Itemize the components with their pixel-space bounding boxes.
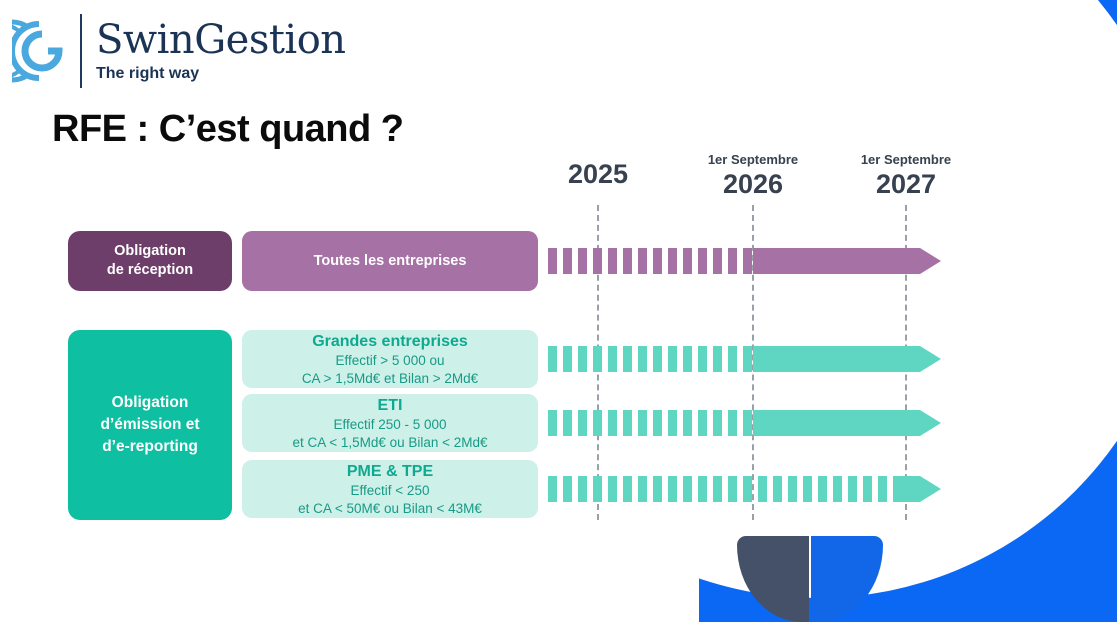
milestone-2025-year: 2025 <box>567 159 629 189</box>
bar-solid-segment <box>753 410 920 436</box>
milestone-2026: 1er Septembre 2026 <box>683 152 823 200</box>
milestone-2027-year: 2027 <box>875 169 937 199</box>
segment-eti-detail-1: Effectif 250 - 5 000 <box>333 416 447 432</box>
segment-grandes-entreprises-detail-2: CA > 1,5Md€ et Bilan > 2Md€ <box>301 370 479 386</box>
milestone-2027: 1er Septembre 2027 <box>836 152 976 200</box>
milestone-2026-year: 2026 <box>722 169 784 199</box>
segment-pme-tpe-title: PME & TPE <box>346 462 434 480</box>
segment-pme-tpe-detail-1: Effectif < 250 <box>350 482 430 498</box>
bar-dashed-segment <box>548 410 753 436</box>
bar-solid-segment <box>753 346 920 372</box>
bar-arrowhead <box>920 346 941 372</box>
segment-pme-tpe: PME & TPE Effectif < 250 et CA < 50M€ ou… <box>242 460 538 518</box>
bar-dashed-segment <box>548 248 753 274</box>
segment-eti: ETI Effectif 250 - 5 000 et CA < 1,5Md€ … <box>242 394 538 452</box>
milestone-2026-sub: 1er Septembre <box>707 152 799 167</box>
segment-pme-tpe-detail-2: et CA < 50M€ ou Bilan < 43M€ <box>298 500 482 516</box>
brand-name: SwinGestion <box>96 17 346 63</box>
category-obligation-reception-label: Obligation de réception <box>106 243 194 278</box>
brand-tagline: The right way <box>96 65 200 82</box>
bar-grandes-entreprises <box>0 346 1117 372</box>
bar-toutes-les-entreprises <box>0 248 1117 274</box>
page-title: RFE : C’est quand ? <box>52 108 404 150</box>
bar-solid-segment <box>753 248 920 274</box>
bar-arrowhead <box>920 410 941 436</box>
bar-arrowhead <box>920 248 941 274</box>
bar-solid-segment <box>899 476 920 502</box>
milestone-2027-sub: 1er Septembre <box>860 152 952 167</box>
bar-arrowhead <box>920 476 941 502</box>
milestone-2025: 2025 <box>528 158 668 190</box>
category-obligation-emission: Obligation d’émission et d’e-reporting <box>68 330 232 520</box>
category-obligation-reception: Obligation de réception <box>68 231 232 291</box>
segment-grandes-entreprises-detail-1: Effectif > 5 000 ou <box>335 352 445 368</box>
segment-toutes-les-entreprises-title: Toutes les entreprises <box>313 253 467 269</box>
segment-eti-detail-2: et CA < 1,5Md€ ou Bilan < 2Md€ <box>292 434 488 450</box>
swoosh-arcs-icon <box>0 16 74 86</box>
segment-toutes-les-entreprises: Toutes les entreprises <box>242 231 538 291</box>
bar-eti <box>0 410 1117 436</box>
brand-logo: SwinGestion The right way <box>0 14 346 88</box>
bar-pme-tpe <box>0 476 1117 502</box>
category-obligation-emission-label: Obligation d’émission et d’e-reporting <box>100 394 200 455</box>
logo-divider <box>80 14 82 88</box>
bar-dashed-segment <box>548 346 753 372</box>
segment-eti-title: ETI <box>377 396 403 414</box>
segment-grandes-entreprises-title: Grandes entreprises <box>312 332 468 350</box>
segment-grandes-entreprises: Grandes entreprises Effectif > 5 000 ou … <box>242 330 538 388</box>
bar-dashed-segment <box>548 476 899 502</box>
